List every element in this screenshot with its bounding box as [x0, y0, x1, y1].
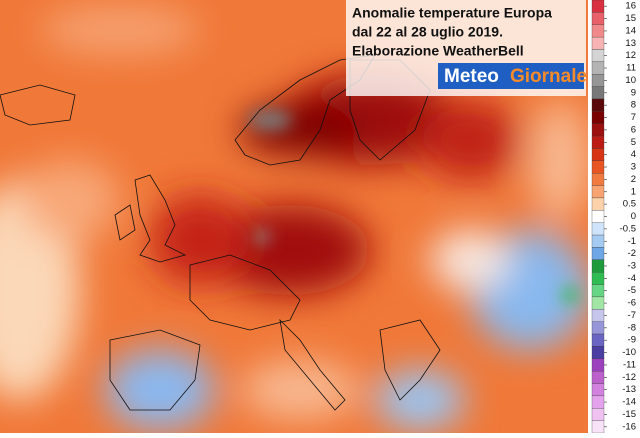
- colorbar-label: 15: [625, 13, 636, 24]
- colorbar-label: -12: [622, 372, 636, 383]
- colorbar-label: 14: [625, 25, 636, 36]
- colorbar-swatch: [591, 408, 605, 421]
- colorbar-label: -5: [628, 285, 636, 296]
- colorbar-swatch: [591, 234, 605, 248]
- colorbar-label: -14: [622, 397, 636, 408]
- colorbar-label: 1: [631, 186, 636, 197]
- colorbar-swatch: [591, 111, 605, 124]
- colorbar-label: -8: [628, 322, 636, 333]
- colorbar-swatch: [591, 370, 605, 384]
- colorbar-swatch: [591, 135, 605, 149]
- colorbar-label: 11: [626, 63, 636, 74]
- colorbar-label: 8: [631, 100, 636, 111]
- title-line: Elaborazione WeatherBell: [352, 43, 524, 59]
- colorbar-swatch: [591, 358, 605, 372]
- colorbar-swatch: [591, 395, 605, 409]
- colorbar-swatch: [591, 74, 605, 87]
- colorbar-swatch: [591, 309, 605, 322]
- colorbar-swatch: [591, 61, 605, 75]
- colorbar-swatch: [591, 49, 605, 63]
- colorbar-swatch: [591, 173, 605, 186]
- colorbar-label: -2: [628, 248, 636, 259]
- logo-second: Giornale: [510, 66, 587, 87]
- colorbar-label: 3: [631, 162, 636, 173]
- colorbar-label: -3: [628, 261, 636, 272]
- colorbar-swatch: [591, 346, 605, 359]
- colorbar-swatch: [591, 86, 605, 100]
- colorbar-label: 9: [631, 87, 636, 98]
- colorbar-label: -4: [628, 273, 636, 284]
- colorbar-label: -13: [622, 384, 636, 395]
- colorbar-swatch: [591, 123, 605, 137]
- colorbar-swatch: [591, 296, 605, 310]
- colorbar-label: -1: [628, 236, 636, 247]
- colorbar-label: 10: [625, 75, 636, 86]
- colorbar-label: 13: [625, 38, 636, 49]
- colorbar-label: 16: [625, 1, 636, 12]
- coastlines: [0, 54, 441, 411]
- colorbar-swatch: [591, 12, 605, 25]
- colorbar-swatch: [591, 148, 605, 161]
- colorbar-label: -7: [628, 310, 636, 321]
- logo-first: Meteo: [444, 66, 499, 87]
- colorbar-label: -10: [622, 347, 636, 358]
- colorbar-label: -0.5: [620, 223, 636, 234]
- colorbar-swatch: [591, 420, 605, 434]
- colorbar-label: 0.5: [623, 199, 636, 210]
- colorbar-label: 4: [631, 149, 636, 160]
- colorbar-swatch: [591, 36, 605, 50]
- colorbar-label: 5: [631, 137, 636, 148]
- colorbar-swatch: [591, 210, 605, 223]
- colorbar-label: -16: [622, 421, 636, 432]
- colorbar: 161514131211109876543210.50-0.5-1-2-3-4-…: [591, 0, 636, 434]
- colorbar-swatch: [591, 160, 605, 174]
- logo-box: [438, 63, 584, 89]
- colorbar-label: 2: [631, 174, 636, 185]
- colorbar-swatch: [591, 321, 605, 335]
- title-line: Anomalie temperature Europa: [352, 5, 552, 21]
- colorbar-label: -6: [628, 298, 636, 309]
- colorbar-swatch: [591, 0, 605, 13]
- colorbar-label: 12: [625, 50, 636, 61]
- colorbar-swatch: [591, 272, 605, 285]
- title-line: dal 22 al 28 uglio 2019.: [352, 24, 503, 40]
- colorbar-swatch: [591, 383, 605, 397]
- colorbar-swatch: [591, 185, 605, 199]
- colorbar-swatch: [591, 259, 605, 273]
- colorbar-swatch: [591, 197, 605, 211]
- colorbar-label: -15: [622, 409, 636, 420]
- colorbar-swatch: [591, 333, 605, 347]
- colorbar-label: 7: [631, 112, 636, 123]
- colorbar-swatch: [591, 24, 605, 38]
- colorbar-swatch: [591, 247, 605, 260]
- colorbar-label: 6: [631, 124, 636, 135]
- colorbar-swatch: [591, 284, 605, 298]
- colorbar-label: -11: [623, 359, 636, 370]
- colorbar-swatch: [591, 98, 605, 112]
- colorbar-label: 0: [631, 211, 636, 222]
- colorbar-swatch: [591, 222, 605, 236]
- colorbar-label: -9: [628, 335, 636, 346]
